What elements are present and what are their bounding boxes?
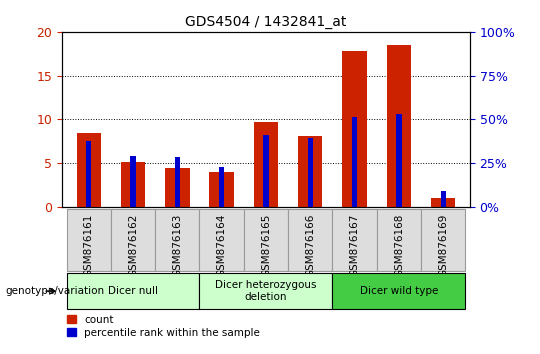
Bar	[377, 209, 421, 271]
Bar	[387, 45, 411, 207]
Bar	[441, 191, 446, 207]
Bar	[308, 138, 313, 207]
Bar	[155, 209, 199, 271]
Text: GSM876162: GSM876162	[128, 214, 138, 277]
Text: GSM876164: GSM876164	[217, 214, 227, 277]
Bar	[66, 209, 111, 271]
Bar	[210, 172, 234, 207]
Bar	[66, 273, 199, 309]
Title: GDS4504 / 1432841_at: GDS4504 / 1432841_at	[185, 16, 347, 29]
Bar	[86, 141, 91, 207]
Text: GSM876169: GSM876169	[438, 214, 448, 277]
Bar	[199, 209, 244, 271]
Bar	[431, 198, 455, 207]
Bar	[288, 209, 333, 271]
Text: GSM876165: GSM876165	[261, 214, 271, 277]
Bar	[174, 157, 180, 207]
Text: Dicer wild type: Dicer wild type	[360, 286, 438, 296]
Bar	[244, 209, 288, 271]
Text: GSM876168: GSM876168	[394, 214, 404, 277]
Bar	[421, 209, 465, 271]
Bar	[219, 167, 224, 207]
Bar	[254, 122, 278, 207]
Bar	[121, 161, 145, 207]
Text: GSM876166: GSM876166	[305, 214, 315, 277]
Text: GSM876167: GSM876167	[349, 214, 360, 277]
Text: GSM876161: GSM876161	[84, 214, 93, 277]
Bar	[298, 136, 322, 207]
Bar	[130, 156, 136, 207]
Bar	[333, 209, 377, 271]
Bar	[77, 133, 101, 207]
Bar	[165, 168, 190, 207]
Bar	[352, 117, 357, 207]
Bar	[111, 209, 155, 271]
Bar	[199, 273, 333, 309]
Bar	[333, 273, 465, 309]
Bar	[396, 114, 402, 207]
Bar	[264, 135, 268, 207]
Text: Dicer null: Dicer null	[108, 286, 158, 296]
Text: genotype/variation: genotype/variation	[5, 286, 105, 296]
Text: Dicer heterozygous
deletion: Dicer heterozygous deletion	[215, 280, 316, 302]
Text: GSM876163: GSM876163	[172, 214, 183, 277]
Legend: count, percentile rank within the sample: count, percentile rank within the sample	[68, 315, 260, 338]
Bar	[342, 51, 367, 207]
